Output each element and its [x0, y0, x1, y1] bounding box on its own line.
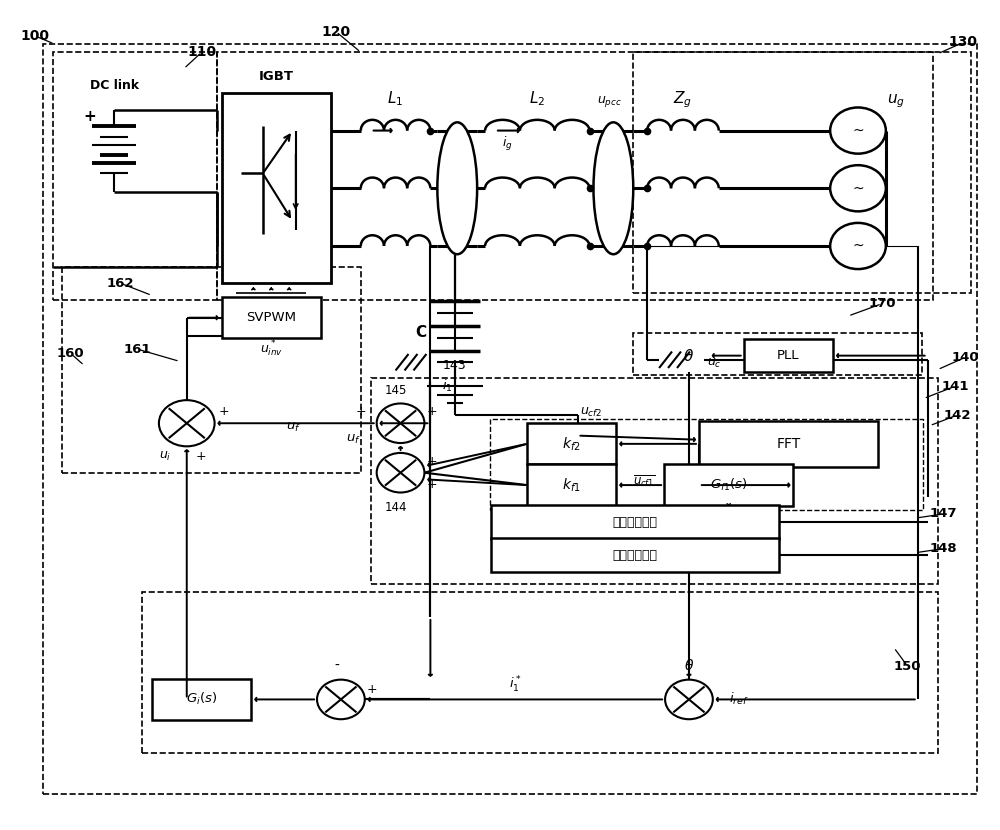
Text: $\theta$: $\theta$	[683, 348, 694, 364]
Text: $u_f$: $u_f$	[286, 421, 301, 434]
Bar	[633, 333, 922, 375]
Circle shape	[377, 453, 424, 492]
Bar	[152, 679, 251, 720]
Bar	[491, 538, 779, 573]
Text: +: +	[426, 455, 437, 467]
Circle shape	[830, 223, 886, 269]
Text: +: +	[195, 450, 206, 462]
Bar	[491, 505, 779, 540]
Text: 161: 161	[123, 343, 151, 355]
Bar	[222, 94, 331, 283]
Circle shape	[159, 400, 215, 447]
Text: DC link: DC link	[90, 79, 139, 92]
Text: +: +	[219, 405, 229, 418]
Text: 140: 140	[952, 351, 979, 364]
Text: 141: 141	[942, 379, 969, 393]
Circle shape	[830, 165, 886, 212]
Text: 170: 170	[868, 297, 896, 310]
Text: $G_i(s)$: $G_i(s)$	[186, 691, 217, 707]
Text: $Z_g$: $Z_g$	[673, 90, 693, 110]
Ellipse shape	[593, 122, 633, 254]
Text: $\overline{u_{cf1}}$: $\overline{u_{cf1}}$	[633, 473, 656, 489]
Text: SVPWM: SVPWM	[246, 311, 296, 325]
Text: $u^*_{inv}$: $u^*_{inv}$	[260, 339, 283, 359]
Circle shape	[830, 107, 886, 154]
Text: $i_1^*$: $i_1^*$	[509, 675, 521, 695]
Bar	[664, 465, 793, 505]
Bar	[490, 419, 923, 510]
Text: -: -	[334, 659, 339, 673]
Bar	[633, 52, 971, 293]
Text: 信号提取单元: 信号提取单元	[613, 549, 658, 562]
Text: $u_i$: $u_i$	[159, 450, 171, 463]
Text: 160: 160	[57, 347, 84, 359]
Bar	[53, 52, 217, 300]
Text: FFT: FFT	[776, 437, 801, 451]
Text: ~: ~	[852, 239, 864, 253]
Text: 148: 148	[930, 542, 957, 555]
Bar	[62, 266, 361, 473]
Text: $i_{ref}$: $i_{ref}$	[729, 691, 748, 707]
Text: $k_{f1}$: $k_{f1}$	[562, 476, 581, 494]
Text: $k_{f2}$: $k_{f2}$	[562, 435, 581, 452]
Bar	[142, 593, 938, 753]
Circle shape	[317, 680, 365, 720]
Text: 162: 162	[106, 276, 134, 290]
Text: 120: 120	[321, 25, 350, 39]
Bar	[699, 421, 878, 466]
Bar	[744, 339, 833, 372]
Text: 150: 150	[894, 660, 921, 673]
Text: IGBT: IGBT	[259, 71, 294, 83]
Bar	[217, 52, 933, 300]
Text: +: +	[426, 405, 437, 418]
Text: $u_{pcc}$: $u_{pcc}$	[597, 95, 622, 110]
Text: C: C	[415, 325, 426, 340]
Text: +: +	[426, 478, 437, 491]
Bar	[371, 378, 938, 584]
Text: 频率确定单元: 频率确定单元	[613, 515, 658, 529]
Text: $G_{f1}(s)$: $G_{f1}(s)$	[710, 477, 748, 493]
Bar	[222, 297, 321, 339]
Text: $u_f$: $u_f$	[346, 433, 361, 447]
Text: $i_g$: $i_g$	[502, 135, 512, 154]
Text: +: +	[356, 405, 367, 418]
Text: 100: 100	[20, 29, 49, 43]
Text: 147: 147	[930, 507, 957, 520]
Text: ~: ~	[852, 181, 864, 195]
Text: 142: 142	[944, 408, 971, 422]
Text: $\theta$: $\theta$	[684, 658, 694, 673]
Bar	[527, 423, 616, 465]
Text: +: +	[367, 683, 377, 696]
Text: +: +	[83, 109, 96, 124]
Bar	[527, 465, 616, 505]
Text: 143: 143	[442, 359, 466, 372]
Text: $L_1$: $L_1$	[387, 90, 404, 108]
Text: ~: ~	[852, 124, 864, 138]
Text: 144: 144	[384, 500, 407, 514]
Text: 110: 110	[187, 46, 216, 59]
Text: 130: 130	[949, 36, 978, 49]
Text: PLL: PLL	[777, 349, 800, 362]
Ellipse shape	[437, 122, 477, 254]
Text: $u_g$: $u_g$	[887, 92, 905, 110]
Circle shape	[665, 680, 713, 720]
Text: $L_2$: $L_2$	[529, 90, 545, 108]
Text: $u_c$: $u_c$	[707, 358, 721, 370]
Text: $u_{cf2}$: $u_{cf2}$	[580, 406, 602, 419]
Text: $i_1$: $i_1$	[442, 378, 453, 394]
Text: 145: 145	[384, 383, 407, 397]
Circle shape	[377, 403, 424, 443]
